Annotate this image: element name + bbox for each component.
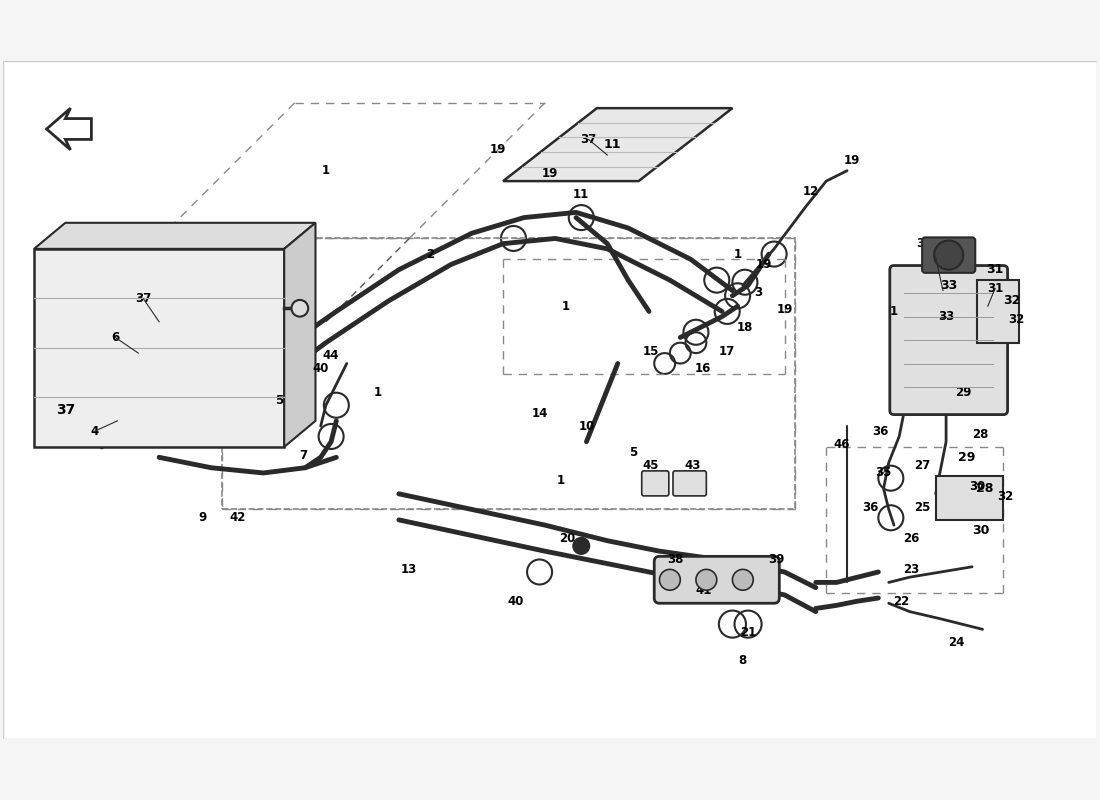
Text: 19: 19 [490,143,506,156]
Text: 25: 25 [914,501,931,514]
Text: 22: 22 [893,594,910,608]
Text: 46: 46 [834,438,850,451]
Polygon shape [46,108,91,150]
FancyBboxPatch shape [641,471,669,496]
Text: 1: 1 [322,164,330,177]
Text: 17: 17 [719,345,735,358]
FancyBboxPatch shape [654,556,779,603]
Text: 1: 1 [734,247,741,261]
Text: 32: 32 [1008,314,1024,326]
Text: 1: 1 [890,305,898,318]
Text: 40: 40 [312,362,329,375]
Text: 28: 28 [972,428,989,441]
Text: 7: 7 [299,449,307,462]
Circle shape [934,241,964,270]
Polygon shape [284,223,316,447]
FancyBboxPatch shape [34,249,284,447]
Text: 44: 44 [323,349,340,362]
Text: 1: 1 [562,300,570,313]
Text: 1: 1 [374,386,382,399]
Text: 5: 5 [629,446,638,458]
Text: 18: 18 [737,321,754,334]
Text: 33: 33 [938,310,954,323]
Text: 29: 29 [956,386,972,399]
Text: 26: 26 [903,532,920,545]
Text: 3: 3 [755,286,762,299]
FancyBboxPatch shape [978,280,1019,342]
Text: 34: 34 [916,237,934,250]
Text: 38: 38 [667,553,683,566]
Polygon shape [34,223,316,249]
Text: 41: 41 [695,584,712,598]
Polygon shape [503,108,733,181]
Text: 36: 36 [872,425,889,438]
Text: 5: 5 [275,394,283,406]
FancyBboxPatch shape [673,471,706,496]
Text: 4: 4 [90,425,99,438]
Text: 32: 32 [1003,294,1021,307]
Text: 39: 39 [768,553,784,566]
Text: 30: 30 [971,524,989,537]
Text: 13: 13 [402,563,417,576]
Text: 37: 37 [135,292,152,306]
Text: 14: 14 [531,407,548,420]
Text: 19: 19 [777,303,793,316]
Text: 32: 32 [998,490,1013,503]
Circle shape [292,300,308,317]
FancyBboxPatch shape [890,266,1008,414]
Text: 37: 37 [56,403,75,418]
Text: 37: 37 [581,133,596,146]
Text: 6: 6 [111,331,120,344]
Text: 19: 19 [844,154,860,166]
FancyBboxPatch shape [936,476,1003,520]
Text: 31: 31 [987,263,1004,276]
Text: 15: 15 [642,345,659,358]
Text: 45: 45 [642,459,659,472]
Text: 16: 16 [695,362,712,375]
Text: 20: 20 [560,532,575,545]
Text: 2: 2 [426,247,434,261]
Text: 11: 11 [604,138,622,151]
Text: 30: 30 [969,480,986,493]
Text: 36: 36 [861,501,878,514]
Text: 31: 31 [987,282,1003,295]
Text: 28: 28 [976,482,993,495]
Text: 40: 40 [507,594,524,608]
Text: 34: 34 [927,250,944,264]
FancyBboxPatch shape [922,238,976,273]
Text: 21: 21 [740,626,756,639]
Circle shape [733,570,754,590]
Text: 9: 9 [199,511,207,524]
Circle shape [696,570,717,590]
Text: 24: 24 [948,636,965,650]
Text: 23: 23 [903,563,920,576]
Text: 1: 1 [557,474,564,486]
Circle shape [659,570,680,590]
Text: 35: 35 [876,466,892,479]
Text: 33: 33 [940,279,958,292]
Text: 12: 12 [803,185,818,198]
Text: 8: 8 [739,654,747,667]
Text: 19: 19 [756,258,772,271]
Text: 19: 19 [542,167,558,180]
Text: 42: 42 [229,511,245,524]
Text: 29: 29 [958,451,976,464]
Text: 43: 43 [684,459,701,472]
Circle shape [573,538,590,554]
Text: 11: 11 [573,188,590,201]
Text: 10: 10 [579,419,595,433]
Text: 27: 27 [914,459,931,472]
